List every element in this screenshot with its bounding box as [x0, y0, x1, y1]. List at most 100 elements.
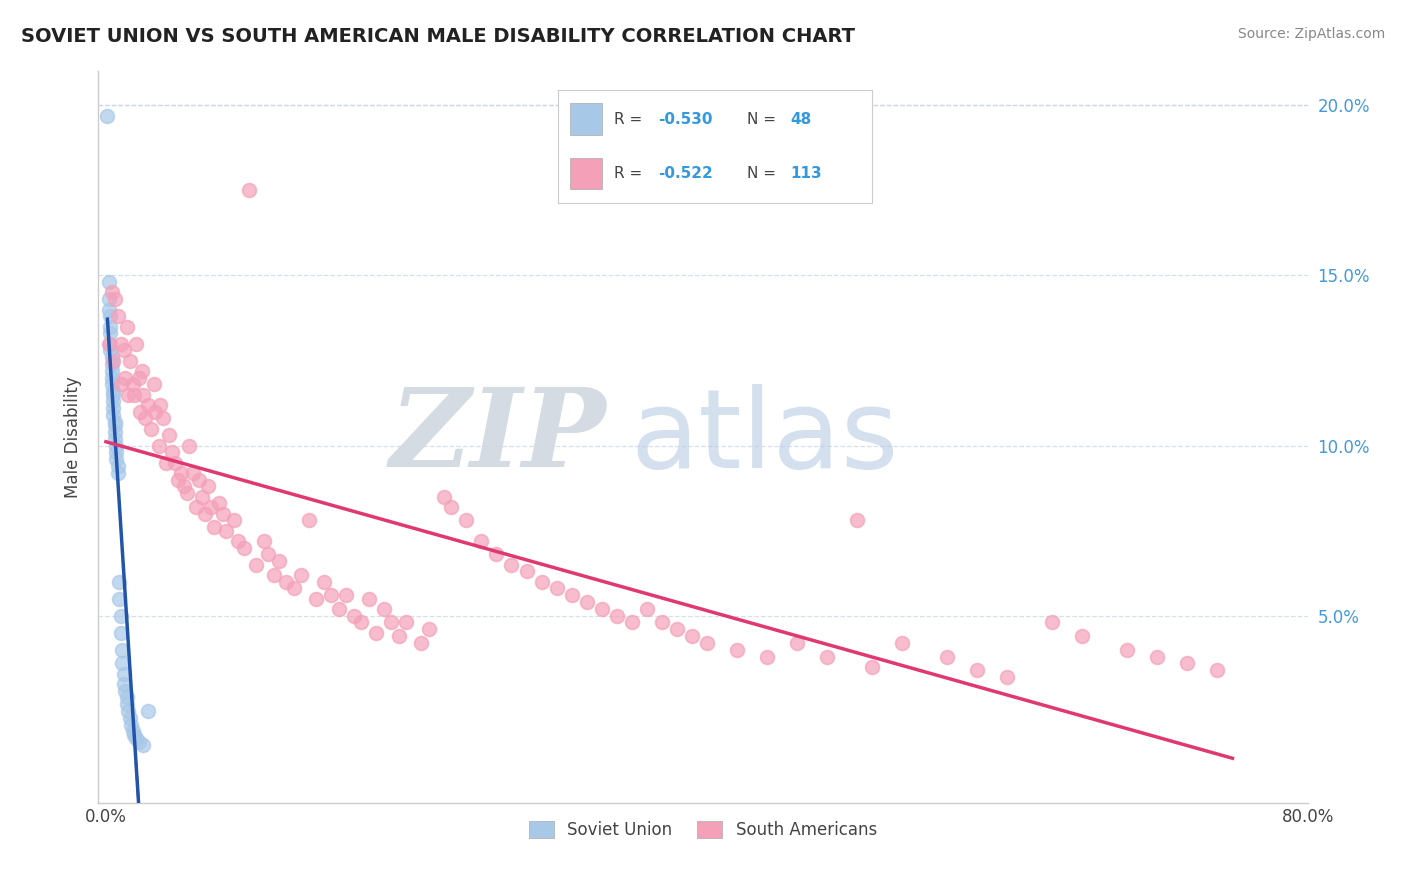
Point [456, 513, 478, 527]
Point [238, 183, 260, 197]
Point [366, 625, 388, 640]
Point [373, 602, 395, 616]
Point [1040, 615, 1063, 630]
Point [97, 275, 120, 289]
Point [139, 421, 162, 435]
Point [786, 636, 808, 650]
Point [122, 724, 145, 739]
Point [485, 548, 508, 562]
Point [433, 490, 456, 504]
Point [101, 285, 124, 300]
Point [357, 591, 380, 606]
Point [124, 728, 146, 742]
Point [115, 319, 138, 334]
Point [122, 377, 145, 392]
Point [108, 591, 131, 606]
Point [515, 565, 537, 579]
Point [253, 533, 276, 548]
Point [143, 377, 166, 392]
Point [100, 343, 122, 358]
Point [115, 690, 138, 705]
Point [103, 384, 125, 399]
Point [104, 425, 127, 439]
Point [197, 479, 219, 493]
Point [267, 554, 290, 568]
Point [1206, 663, 1229, 677]
Point [226, 533, 249, 548]
Point [148, 439, 170, 453]
Point [173, 479, 195, 493]
Point [380, 615, 402, 630]
Point [128, 734, 150, 748]
Point [103, 387, 125, 401]
Point [181, 466, 204, 480]
Point [117, 704, 139, 718]
Point [860, 659, 883, 673]
Text: Source: ZipAtlas.com: Source: ZipAtlas.com [1237, 27, 1385, 41]
Point [96, 109, 118, 123]
Point [103, 394, 125, 409]
Point [160, 445, 183, 459]
Point [411, 636, 433, 650]
Point [636, 602, 658, 616]
Point [110, 608, 132, 623]
Point [115, 697, 138, 711]
Point [97, 302, 120, 317]
Point [202, 520, 225, 534]
Point [101, 377, 124, 392]
Point [101, 364, 124, 378]
Point [245, 558, 267, 572]
Point [725, 642, 748, 657]
Point [136, 398, 159, 412]
Point [321, 588, 343, 602]
Point [110, 625, 132, 640]
Point [101, 370, 124, 384]
Point [105, 452, 128, 467]
Point [128, 370, 150, 384]
Point [132, 738, 155, 752]
Point [1146, 649, 1168, 664]
Point [114, 370, 136, 384]
Point [149, 398, 172, 412]
Point [104, 418, 127, 433]
Legend: Soviet Union, South Americans: Soviet Union, South Americans [522, 814, 884, 846]
Point [188, 473, 211, 487]
Point [891, 636, 914, 650]
Point [176, 486, 198, 500]
Point [101, 350, 124, 364]
Point [233, 541, 256, 555]
Point [121, 717, 143, 731]
Point [257, 548, 280, 562]
Point [298, 513, 321, 527]
Point [118, 353, 141, 368]
Point [170, 466, 193, 480]
Point [815, 649, 838, 664]
Point [104, 293, 127, 307]
Point [1071, 629, 1094, 643]
Point [104, 432, 127, 446]
Point [104, 415, 127, 429]
Point [530, 574, 553, 589]
Point [101, 357, 124, 371]
Point [97, 336, 120, 351]
Point [263, 567, 285, 582]
Point [395, 615, 418, 630]
Point [681, 629, 703, 643]
Point [591, 602, 613, 616]
Point [100, 319, 122, 334]
Point [134, 411, 156, 425]
Point [111, 657, 134, 671]
Point [112, 666, 135, 681]
Point [335, 588, 357, 602]
Point [111, 642, 134, 657]
Point [124, 387, 146, 401]
Point [100, 326, 122, 341]
Point [305, 591, 328, 606]
Point [290, 567, 312, 582]
Point [157, 428, 180, 442]
Point [470, 533, 492, 548]
Point [112, 343, 135, 358]
Point [936, 649, 959, 664]
Point [129, 404, 152, 418]
Point [1116, 642, 1139, 657]
